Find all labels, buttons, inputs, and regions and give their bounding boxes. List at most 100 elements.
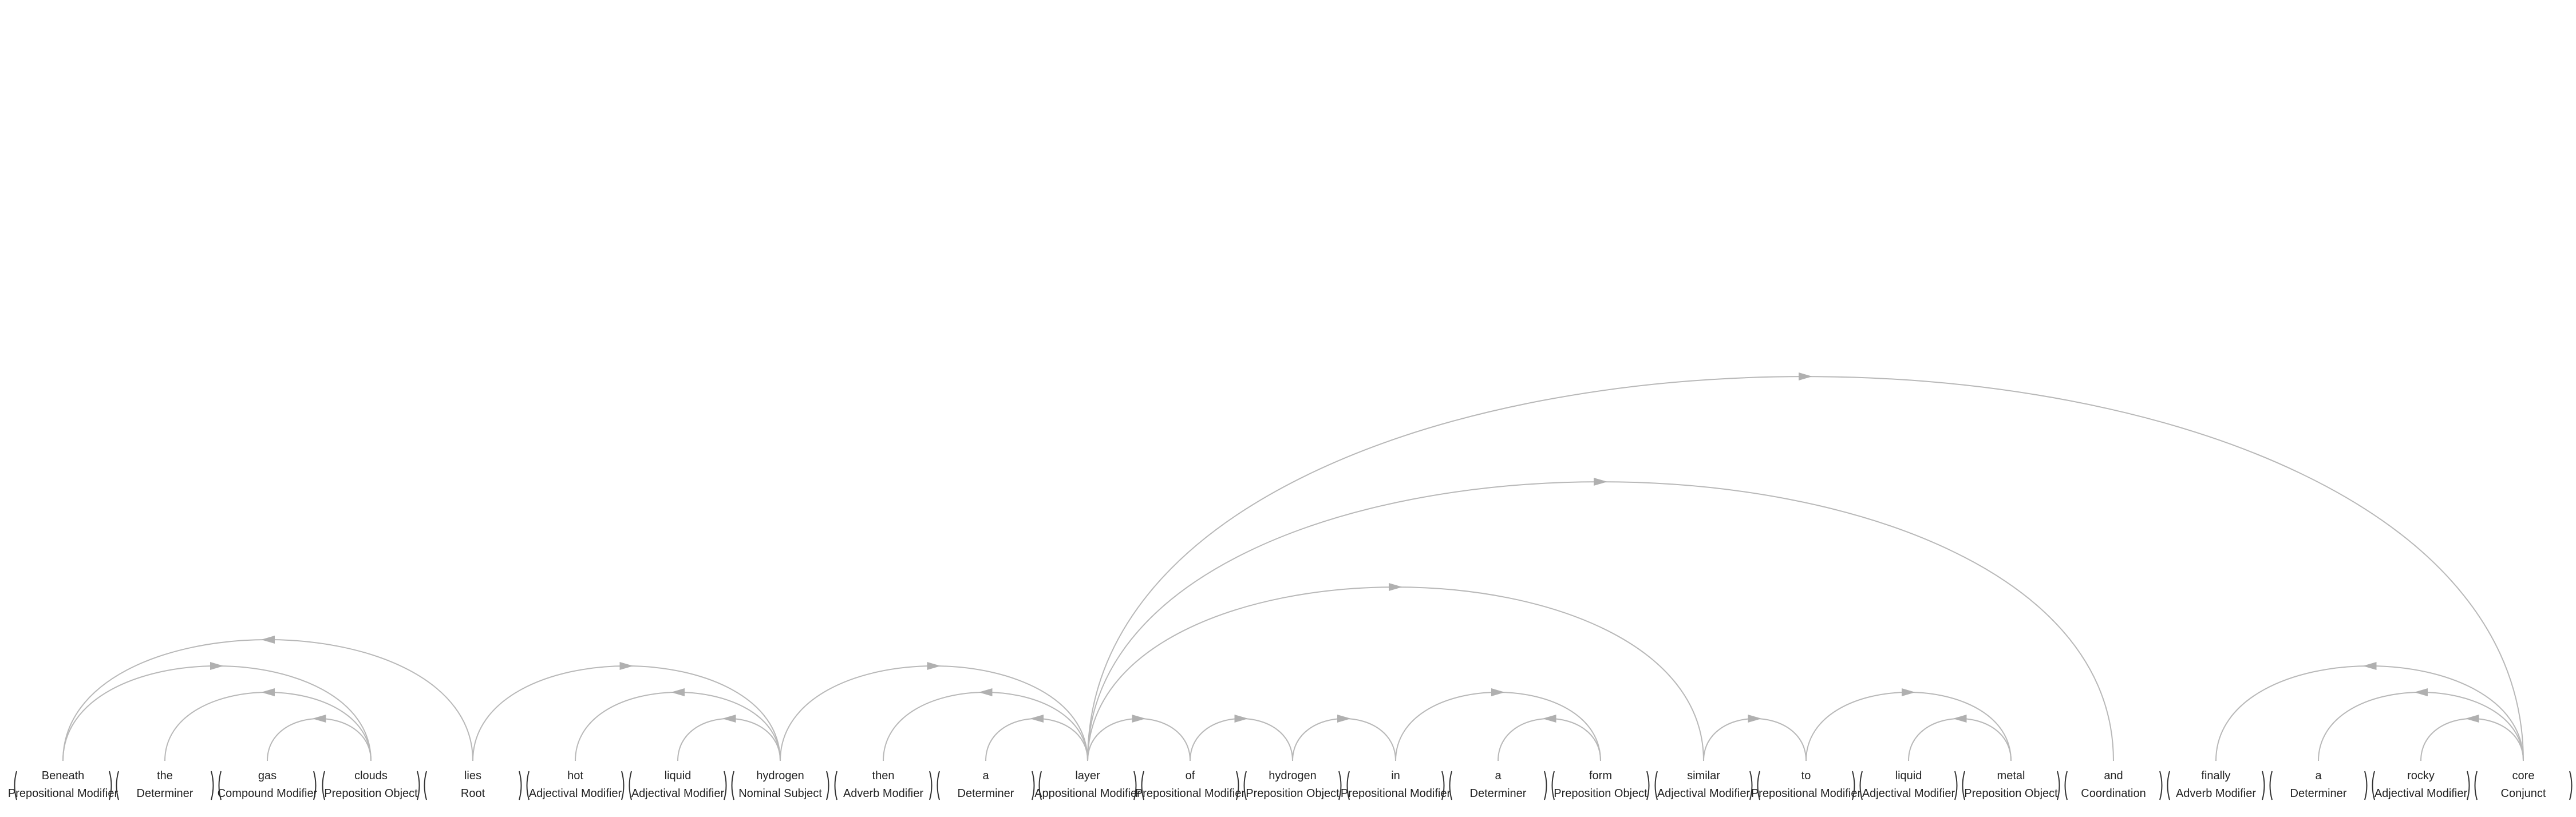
dependency-arc	[677, 718, 781, 762]
left-brace	[526, 771, 530, 800]
token-20: and Coordination	[2064, 770, 2163, 800]
right-brace	[2262, 771, 2265, 800]
token-7: hydrogen Nominal Subject	[731, 770, 829, 800]
token-label: Coordination	[2081, 787, 2146, 800]
arrowhead	[312, 715, 326, 723]
dependency-arc	[472, 665, 781, 762]
right-brace	[2569, 771, 2573, 800]
arrowhead	[1799, 372, 1812, 380]
dependency-arc	[1395, 692, 1601, 762]
token-word: finally	[2201, 770, 2230, 782]
right-brace	[1441, 771, 1445, 800]
left-brace	[14, 771, 17, 800]
right-brace	[929, 771, 933, 800]
token-23: rocky Adjectival Modifier	[2372, 770, 2470, 800]
token-3: clouds Preposition Object	[322, 770, 420, 800]
token-word: to	[1801, 770, 1811, 782]
arrowhead	[210, 662, 224, 670]
left-brace	[1654, 771, 1658, 800]
token-label: Adjectival Modifier	[1862, 787, 1955, 800]
token-word: a	[982, 770, 989, 782]
token-word: similar	[1687, 770, 1720, 782]
right-brace	[1133, 771, 1137, 800]
right-brace	[2057, 771, 2060, 800]
arrowhead	[1953, 715, 1967, 723]
right-brace	[826, 771, 829, 800]
arrowhead	[1132, 715, 1146, 723]
token-label: Determiner	[137, 787, 193, 800]
left-brace	[1859, 771, 1863, 800]
arrowhead	[619, 662, 634, 670]
dependency-arc	[1087, 718, 1191, 762]
dependency-arc	[985, 718, 1088, 762]
arrowhead	[1234, 715, 1249, 723]
right-brace	[2364, 771, 2368, 800]
token-word: clouds	[354, 770, 388, 782]
right-brace	[519, 771, 522, 800]
right-brace	[1544, 771, 1547, 800]
arrowhead	[2465, 715, 2479, 723]
left-brace	[2372, 771, 2375, 800]
left-brace	[1038, 771, 1042, 800]
token-label: Preposition Object	[324, 787, 418, 800]
right-brace	[1954, 771, 1958, 800]
token-label: Determiner	[958, 787, 1014, 800]
token-word: and	[2104, 770, 2123, 782]
token-word: core	[2512, 770, 2535, 782]
left-brace	[937, 771, 940, 800]
dependency-arc	[2215, 665, 2524, 762]
right-brace	[109, 771, 112, 800]
token-word: of	[1186, 770, 1195, 782]
left-brace	[2269, 771, 2273, 800]
token-word: in	[1391, 770, 1400, 782]
arrowhead	[1491, 688, 1505, 696]
token-word: hot	[567, 770, 583, 782]
dependency-arc	[883, 692, 1088, 762]
left-brace	[1346, 771, 1350, 800]
left-brace	[1449, 771, 1452, 800]
token-5: hot Adjectival Modifier	[526, 770, 625, 800]
dependency-arc	[62, 639, 473, 762]
token-label: Determiner	[2290, 787, 2347, 800]
arrowhead	[1594, 478, 1607, 486]
token-word: then	[872, 770, 895, 782]
right-brace	[1646, 771, 1650, 800]
token-word: layer	[1075, 770, 1100, 782]
left-brace	[424, 771, 427, 800]
left-brace	[322, 771, 325, 800]
token-word: hydrogen	[1269, 770, 1316, 782]
left-brace	[2167, 771, 2170, 800]
arrowhead	[722, 715, 736, 723]
right-brace	[1338, 771, 1342, 800]
left-brace	[629, 771, 632, 800]
token-word: lies	[464, 770, 481, 782]
dependency-arc	[1498, 718, 1601, 762]
token-label: Compound Modifier	[218, 787, 318, 800]
arcs-layer	[62, 372, 2524, 762]
token-word: a	[1495, 770, 1502, 782]
token-24: core Conjunct	[2474, 770, 2573, 800]
arrowhead	[978, 688, 993, 696]
token-label: Preposition Object	[1554, 787, 1647, 800]
token-17: to Prepositional Modifier	[1751, 770, 1861, 800]
left-brace	[1962, 771, 1965, 800]
dependency-arc	[1908, 718, 2012, 762]
left-brace	[2474, 771, 2478, 800]
token-4: lies Root	[424, 770, 522, 800]
left-brace	[731, 771, 734, 800]
token-label: Preposition Object	[1964, 787, 2058, 800]
token-word: Beneath	[42, 770, 85, 782]
dependency-arc	[267, 718, 372, 762]
token-label: Adverb Modifier	[2176, 787, 2256, 800]
arrowhead	[261, 636, 275, 644]
token-label: Prepositional Modifier	[8, 787, 118, 800]
token-label: Determiner	[1470, 787, 1527, 800]
token-14: a Determiner	[1449, 770, 1547, 800]
tokens-layer: Beneath Prepositional Modifier the Determin…	[8, 770, 2573, 800]
token-word: form	[1589, 770, 1612, 782]
dependency-arc	[2318, 692, 2524, 762]
token-6: liquid Adjectival Modifier	[629, 770, 727, 800]
arrowhead	[1389, 583, 1402, 591]
right-brace	[1852, 771, 1855, 800]
right-brace	[2467, 771, 2470, 800]
